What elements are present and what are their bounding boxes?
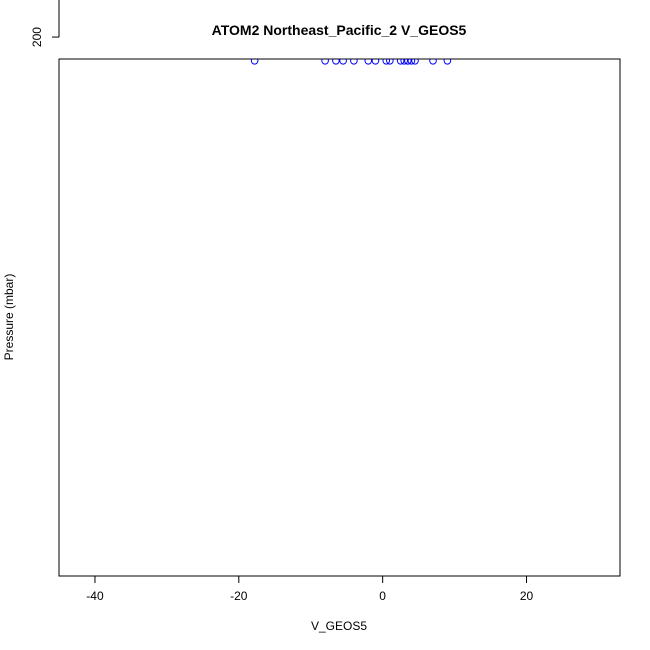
- series-10: [400, 59, 409, 65]
- y-axis: 2004006008001000: [30, 0, 60, 47]
- series-12: [396, 59, 405, 65]
- series-3: [332, 59, 340, 65]
- series-7: [371, 59, 380, 65]
- data-point: [407, 59, 416, 65]
- series-4: [339, 59, 347, 65]
- series-8: [382, 59, 391, 65]
- data-point: [411, 59, 419, 65]
- series-14: [407, 59, 416, 65]
- series-2: [321, 59, 329, 65]
- data-point: [364, 59, 373, 65]
- series-15: [411, 59, 419, 65]
- data-point: [339, 59, 347, 65]
- series-9: [386, 59, 394, 65]
- data-point: [443, 59, 452, 65]
- data-point: [250, 59, 259, 65]
- data-point: [400, 59, 409, 65]
- data-point: [321, 59, 329, 65]
- series-6: [364, 59, 373, 65]
- series-13: [404, 59, 412, 65]
- y-tick-label: 200: [30, 27, 44, 47]
- data-point: [396, 59, 405, 65]
- data-point: [371, 59, 380, 65]
- y-axis-label: Pressure (mbar): [2, 274, 16, 361]
- x-axis: -40 -20 0 20: [86, 575, 534, 603]
- data-point: [350, 59, 358, 65]
- series-layer: [250, 59, 452, 65]
- x-tick-label: -40: [86, 589, 104, 603]
- x-axis-label: V_GEOS5: [311, 619, 367, 633]
- data-point: [332, 59, 340, 65]
- series-17: [443, 59, 452, 65]
- series-16: [429, 59, 437, 65]
- x-tick-label: 20: [520, 589, 534, 603]
- data-point: [404, 59, 412, 65]
- series-1: [250, 59, 259, 65]
- series-5: [350, 59, 358, 65]
- data-point: [382, 59, 391, 65]
- data-point: [386, 59, 394, 65]
- chart-title: ATOM2 Northeast_Pacific_2 V_GEOS5: [212, 22, 467, 38]
- x-tick-label: -20: [230, 589, 248, 603]
- x-tick-label: 0: [379, 589, 386, 603]
- data-point: [429, 59, 437, 65]
